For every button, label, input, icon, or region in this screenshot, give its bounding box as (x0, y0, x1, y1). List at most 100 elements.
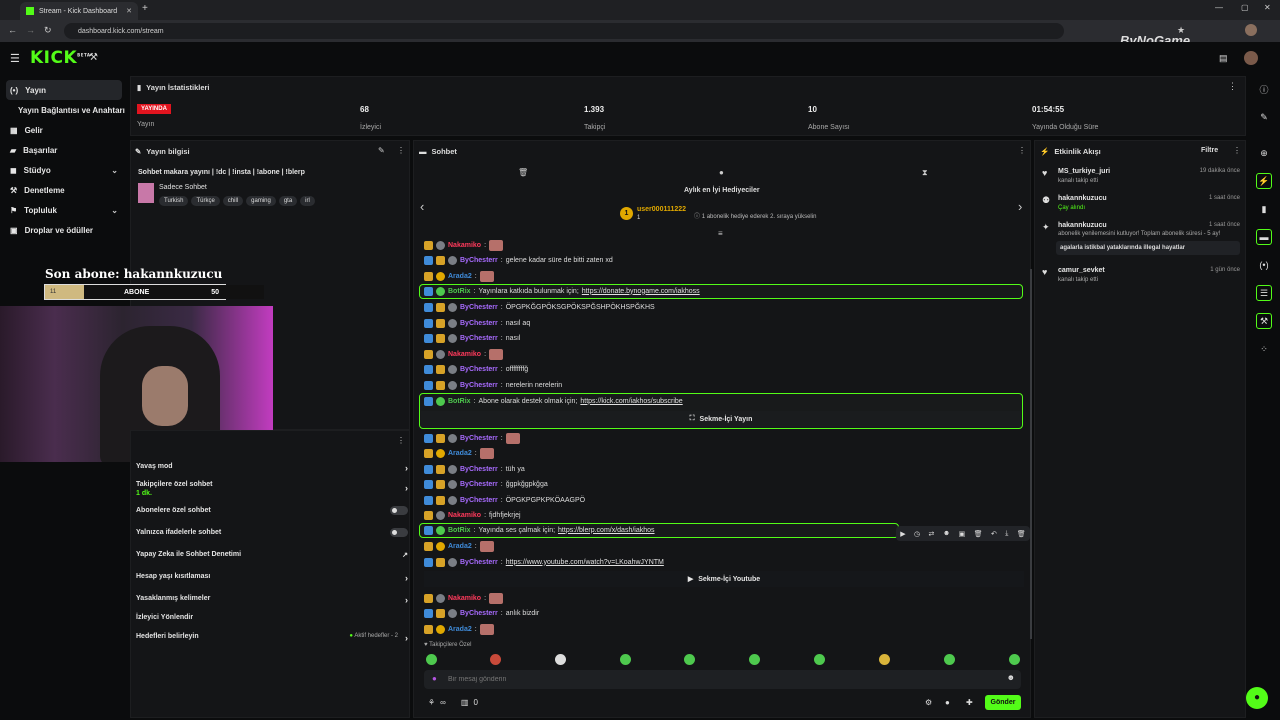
viewer-redirect-row[interactable]: İzleyici Yönlendir (136, 614, 408, 621)
chat-username[interactable]: Nakamiko (448, 594, 482, 602)
chat-username[interactable]: ByChesterr (460, 334, 498, 342)
chat-username[interactable]: ByChesterr (460, 480, 498, 488)
tag[interactable]: Türkçe (191, 196, 220, 206)
more-options-icon[interactable]: ⋮ (397, 436, 405, 445)
emote-button[interactable] (1009, 654, 1020, 665)
tag[interactable]: irl (300, 196, 315, 206)
chat-username[interactable]: ByChesterr (460, 465, 498, 473)
tag[interactable]: Turkish (159, 196, 189, 206)
followers-only-row[interactable]: Takipçilere özel sohbet 1 dk. › (136, 481, 408, 497)
bookmark-star-icon[interactable]: ★ (1177, 25, 1186, 35)
layout-icon[interactable]: ▤ (1219, 53, 1228, 63)
profile-avatar[interactable] (1245, 24, 1257, 36)
trash-icon[interactable]: 🗑 (518, 168, 529, 177)
settings-gear-icon[interactable]: ⚙ (925, 698, 933, 707)
emote-button[interactable] (490, 654, 501, 665)
sidebar-item-revenue[interactable]: ▦ Gelir (0, 120, 128, 140)
chat-users-icon[interactable]: ● (945, 698, 950, 707)
account-age-row[interactable]: Hesap yaşı kısıtlaması › (136, 573, 408, 583)
chat-username[interactable]: Arada2 (448, 272, 472, 280)
user-avatar[interactable] (1244, 51, 1258, 65)
event-item[interactable]: ✦ hakannkuzucu abonelik yenilemesini kutlu… (1040, 222, 1240, 255)
chat-link[interactable]: https://kick.com/iakhos/subscribe (580, 397, 683, 405)
chat-username[interactable]: BotRix (448, 287, 471, 295)
more-options-icon[interactable]: ⋮ (397, 146, 405, 155)
delete-icon[interactable]: 🗑 (973, 530, 983, 538)
more-options-icon[interactable]: ⋮ (1228, 81, 1237, 91)
chat-username[interactable]: Nakamiko (448, 241, 482, 249)
copy-icon[interactable]: ▣ (958, 530, 966, 538)
browser-tab[interactable]: Stream - Kick Dashboard ✕ (20, 2, 138, 20)
banned-words-row[interactable]: Yasaklanmış kelimeler › (136, 595, 408, 605)
chevron-right-icon[interactable]: › (1018, 199, 1023, 214)
chat-username[interactable]: ByChesterr (460, 256, 498, 264)
sidebar-item-drops[interactable]: ▣ Droplar ve ödüller (0, 220, 128, 240)
chat-link[interactable]: https://blerp.com/x/dash/iakhos (558, 526, 655, 534)
collapse-icon[interactable]: ≡ (718, 229, 723, 238)
chat-username[interactable]: ByChesterr (460, 303, 498, 311)
goals-row[interactable]: Hedefleri belirleyin ● Aktif hedefler - 2… (136, 633, 408, 643)
chat-username[interactable]: ByChesterr (460, 434, 498, 442)
play-icon[interactable]: ▶ (900, 530, 906, 538)
close-icon[interactable]: ✕ (126, 8, 132, 15)
window-close-icon[interactable]: ✕ (1264, 3, 1271, 12)
target-icon[interactable]: ⊕ (1260, 147, 1268, 158)
menu-icon[interactable]: ☰ (10, 53, 20, 65)
chat-username[interactable]: Arada2 (448, 625, 472, 633)
emote-button[interactable] (879, 654, 890, 665)
chat-username[interactable]: BotRix (448, 397, 471, 405)
sidebar-item-studio[interactable]: ◼ Stüdyo ⌄ (0, 160, 128, 180)
chat-input-box[interactable]: ● ☻ (424, 670, 1021, 689)
emoji-picker-icon[interactable]: ☻ (1006, 673, 1015, 682)
emoji-icon[interactable]: ☻ (942, 530, 951, 537)
mic-icon[interactable]: ● (432, 674, 437, 683)
mod-tools-icon[interactable]: ✚ (966, 698, 973, 707)
filter-button[interactable]: Filtre (1201, 147, 1219, 154)
emote-button[interactable] (814, 654, 825, 665)
chat-username[interactable]: Nakamiko (448, 350, 482, 358)
chat-username[interactable]: BotRix (448, 526, 471, 534)
back-icon[interactable]: ← (8, 25, 17, 35)
ai-moderation-row[interactable]: Yapay Zeka ile Sohbet Denetimi ↗ (136, 551, 408, 559)
edit-icon[interactable]: ✎ (1260, 111, 1268, 122)
chat-username[interactable]: ByChesterr (460, 381, 498, 389)
chat-bubble-icon[interactable]: ● (719, 168, 724, 177)
emote-button[interactable] (620, 654, 631, 665)
undo-icon[interactable]: ↶ (991, 530, 997, 538)
sidebar-item-moderation[interactable]: ⚒ Denetleme (0, 180, 128, 200)
forward-icon[interactable]: → (26, 25, 35, 35)
minimize-icon[interactable]: — (1215, 3, 1223, 12)
event-item[interactable]: ⚉ hakannkuzucu Çay alındı 1 saat önce (1040, 195, 1240, 211)
tag[interactable]: chill (222, 196, 244, 206)
emote-button[interactable] (749, 654, 760, 665)
chat-icon[interactable]: ▬ (1256, 229, 1272, 245)
new-tab-icon[interactable]: + (142, 3, 148, 14)
sidebar-item-community[interactable]: ⚑ Topluluk ⌄ (0, 200, 128, 220)
subs-only-toggle[interactable] (390, 506, 408, 515)
top-gifter-name[interactable]: user000111222 (637, 206, 687, 213)
chat-link[interactable]: https://www.youtube.com/watch?v=LKoahwJY… (505, 558, 664, 566)
chat-username[interactable]: ByChesterr (460, 609, 498, 617)
chat-username[interactable]: ByChesterr (460, 558, 498, 566)
lightning-icon[interactable]: ⚡ (1256, 173, 1272, 189)
broadcast-icon[interactable]: (•) (1259, 260, 1269, 270)
chevron-left-icon[interactable]: ‹ (420, 199, 425, 214)
apps-icon[interactable]: ⁘ (1260, 343, 1268, 354)
sidebar-item-stream-key[interactable]: Yayın Bağlantısı ve Anahtarı (0, 100, 128, 120)
hammer-icon[interactable]: ⚒ (89, 52, 98, 63)
edit-pencil-icon[interactable]: ✎ (378, 146, 385, 155)
event-item[interactable]: ♥ camur_sevket kanalı takip etti 1 gün önce (1040, 267, 1240, 283)
kick-logo[interactable]: KICKBETA (30, 48, 91, 68)
tag[interactable]: gta (278, 196, 298, 206)
trash-icon[interactable]: 🗑 (1016, 530, 1026, 538)
emote-button[interactable] (555, 654, 566, 665)
sidebar-item-achievements[interactable]: ▰ Başarılar (0, 140, 128, 160)
more-options-icon[interactable]: ⋮ (1018, 146, 1026, 155)
hourglass-icon[interactable]: ⧗ (922, 168, 928, 177)
chat-username[interactable]: ByChesterr (460, 319, 498, 327)
more-options-icon[interactable]: ⋮ (1233, 146, 1241, 155)
settings-panel-icon[interactable]: ☰ (1256, 285, 1272, 301)
chat-username[interactable]: Arada2 (448, 449, 472, 457)
chat-scrollbar[interactable] (1030, 269, 1032, 639)
reload-icon[interactable]: ↻ (44, 25, 52, 35)
